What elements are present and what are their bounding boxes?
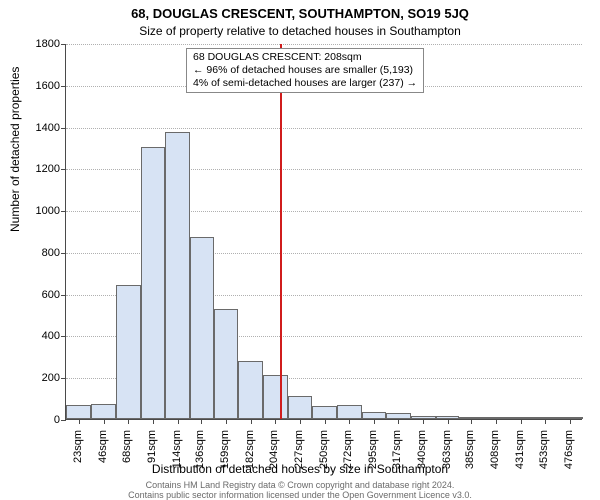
y-tick-label: 600 xyxy=(5,289,60,301)
x-tick-mark xyxy=(104,419,105,424)
annotation-line: ← 96% of detached houses are smaller (5,… xyxy=(193,64,417,77)
y-tick-mark xyxy=(61,44,66,45)
y-tick-label: 1200 xyxy=(5,163,60,175)
y-tick-mark xyxy=(61,420,66,421)
histogram-bar xyxy=(288,396,312,419)
x-tick-mark xyxy=(448,419,449,424)
y-tick-label: 800 xyxy=(5,247,60,259)
y-tick-label: 1000 xyxy=(5,205,60,217)
x-tick-mark xyxy=(496,419,497,424)
y-tick-label: 1800 xyxy=(5,38,60,50)
y-tick-mark xyxy=(61,336,66,337)
y-tick-mark xyxy=(61,295,66,296)
histogram-bar xyxy=(66,405,91,419)
y-tick-label: 200 xyxy=(5,372,60,384)
plot-area: 68 DOUGLAS CRESCENT: 208sqm← 96% of deta… xyxy=(65,44,582,420)
x-tick-mark xyxy=(570,419,571,424)
y-tick-mark xyxy=(61,253,66,254)
annotation-box: 68 DOUGLAS CRESCENT: 208sqm← 96% of deta… xyxy=(186,48,424,93)
x-axis-label: Distribution of detached houses by size … xyxy=(0,462,600,476)
histogram-bar xyxy=(190,237,215,419)
x-tick-mark xyxy=(178,419,179,424)
x-tick-mark xyxy=(300,419,301,424)
x-tick-mark xyxy=(128,419,129,424)
annotation-line: 4% of semi-detached houses are larger (2… xyxy=(193,77,417,90)
x-tick-mark xyxy=(275,419,276,424)
histogram-bar xyxy=(263,375,288,419)
footer-copyright: Contains HM Land Registry data © Crown c… xyxy=(0,480,600,490)
x-tick-mark xyxy=(521,419,522,424)
footer-licence: Contains public sector information licen… xyxy=(0,490,600,500)
chart-title-main: 68, DOUGLAS CRESCENT, SOUTHAMPTON, SO19 … xyxy=(0,6,600,21)
histogram-bar xyxy=(238,361,263,419)
x-tick-mark xyxy=(325,419,326,424)
x-tick-mark xyxy=(79,419,80,424)
grid-line xyxy=(66,44,582,45)
y-tick-label: 1600 xyxy=(5,80,60,92)
y-tick-label: 1400 xyxy=(5,122,60,134)
histogram-bar xyxy=(91,404,116,419)
x-tick-mark xyxy=(201,419,202,424)
x-tick-mark xyxy=(251,419,252,424)
x-tick-mark xyxy=(398,419,399,424)
y-tick-mark xyxy=(61,211,66,212)
histogram-bar xyxy=(337,405,362,419)
x-tick-mark xyxy=(374,419,375,424)
x-tick-mark xyxy=(471,419,472,424)
y-tick-mark xyxy=(61,169,66,170)
histogram-bar xyxy=(165,132,190,419)
x-tick-mark xyxy=(545,419,546,424)
chart-title-sub: Size of property relative to detached ho… xyxy=(0,24,600,38)
y-tick-mark xyxy=(61,128,66,129)
histogram-bar xyxy=(141,147,165,419)
x-tick-mark xyxy=(349,419,350,424)
chart-container: 68, DOUGLAS CRESCENT, SOUTHAMPTON, SO19 … xyxy=(0,0,600,500)
x-tick-mark xyxy=(153,419,154,424)
histogram-bar xyxy=(362,412,386,419)
histogram-bar xyxy=(116,285,141,419)
y-tick-mark xyxy=(61,378,66,379)
annotation-line: 68 DOUGLAS CRESCENT: 208sqm xyxy=(193,51,417,64)
histogram-bar xyxy=(214,309,238,419)
reference-line xyxy=(280,44,282,419)
y-tick-label: 0 xyxy=(5,414,60,426)
histogram-bar xyxy=(312,406,337,419)
x-tick-mark xyxy=(226,419,227,424)
grid-line xyxy=(66,128,582,129)
y-tick-label: 400 xyxy=(5,330,60,342)
y-tick-mark xyxy=(61,86,66,87)
x-tick-mark xyxy=(423,419,424,424)
